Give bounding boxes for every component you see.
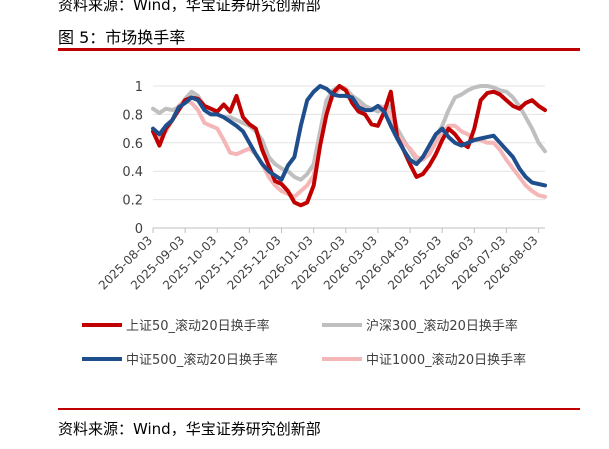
series-line-0 (151, 84, 547, 208)
legend: 上证50_滚动20日换手率 沪深300_滚动20日换手率中证500_滚动20日换手… (82, 318, 526, 368)
y-tick-label: 0.6 (122, 137, 143, 152)
series-lines (151, 84, 547, 208)
y-axis: 0 0.2 0.4 0.6 0.8 1 (122, 80, 143, 237)
y-tick-label: 0 (135, 222, 143, 237)
figure-title: 图 5：市场换手率 (58, 28, 186, 47)
footer-rule (58, 408, 580, 410)
y-tick-label: 0.4 (122, 165, 143, 180)
y-tick-label: 0.2 (122, 194, 143, 209)
legend-label-2: 中证500_滚动20日换手率 (126, 352, 278, 368)
x-axis: 2025-08-032025-09-032025-10-032025-11-03… (96, 228, 541, 292)
legend-label-3: 中证1000_滚动20日换手率 (366, 352, 526, 368)
y-tick-label: 0.8 (122, 108, 143, 123)
title-rule (58, 48, 580, 51)
source-note: 资料来源：Wind，华宝证券研究创新部 (58, 420, 321, 438)
y-tick-label: 1 (135, 80, 143, 95)
legend-label-1: 沪深300_滚动20日换手率 (366, 318, 518, 334)
grid-lines (153, 85, 545, 229)
series-line-2 (151, 84, 547, 188)
legend-label-0: 上证50_滚动20日换手率 (126, 318, 270, 334)
top-source-note: 资料来源：Wind，华宝证券研究创新部 (58, 0, 321, 14)
